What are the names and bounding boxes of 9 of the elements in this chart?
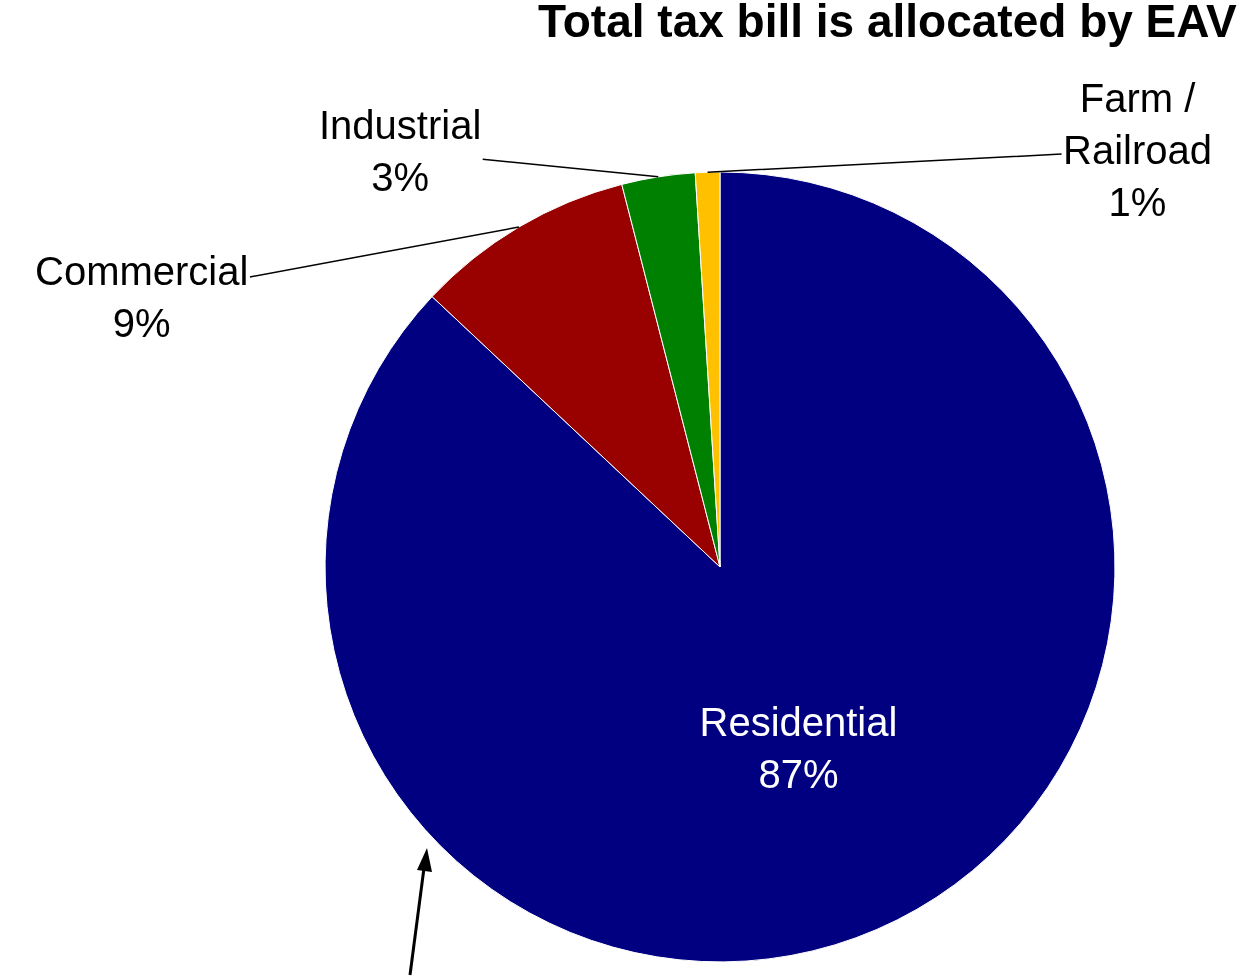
slice-label: Farm / Railroad [1063, 76, 1212, 172]
slice-label: Residential [699, 700, 898, 745]
slice-label: Industrial [319, 103, 482, 147]
slice-label: Commercial [35, 249, 249, 293]
data-label: 3% [371, 155, 430, 199]
data-label: 9% [112, 301, 171, 345]
chart-title: Total tax bill is allocated by EAV [538, 0, 1238, 48]
data-label: 1% [1108, 180, 1167, 224]
data-label: 87% [758, 752, 839, 797]
